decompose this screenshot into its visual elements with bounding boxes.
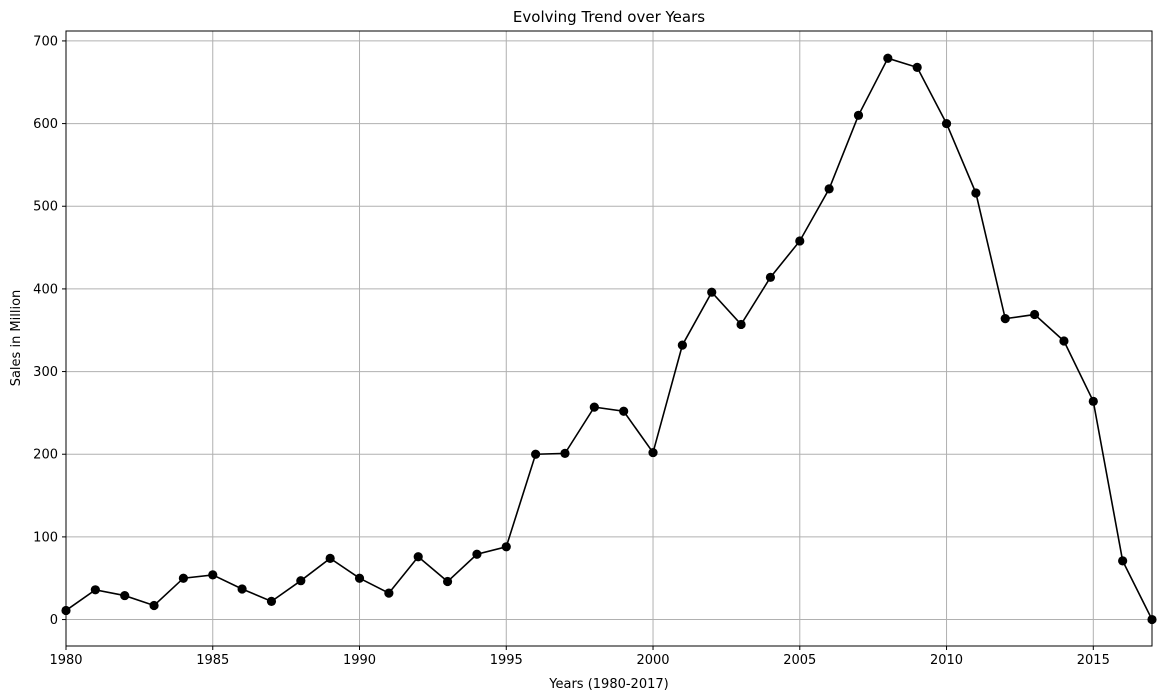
data-point — [442, 576, 453, 587]
data-point — [824, 184, 834, 194]
data-point — [384, 588, 394, 598]
data-point — [120, 590, 130, 601]
data-point — [589, 402, 599, 412]
y-tick-label: 600 — [33, 117, 58, 132]
data-point — [237, 584, 247, 594]
data-point — [1088, 396, 1098, 406]
x-axis-label: Years (1980-2017) — [548, 677, 668, 692]
data-point — [266, 596, 277, 606]
data-point — [1029, 309, 1040, 320]
data-point — [413, 552, 423, 562]
data-point — [707, 287, 717, 297]
data-point — [853, 110, 864, 120]
data-point — [1059, 336, 1069, 346]
x-tick-label: 2015 — [1077, 653, 1110, 668]
data-point — [736, 319, 746, 330]
data-point — [795, 236, 805, 246]
data-point — [648, 447, 658, 458]
data-point — [296, 576, 306, 586]
x-tick-label: 2010 — [930, 653, 963, 668]
y-tick-label: 700 — [33, 34, 58, 49]
data-point — [90, 585, 100, 595]
data-point — [531, 449, 541, 459]
plot-frame — [65, 30, 1153, 647]
y-axis-label: Sales in Million — [9, 290, 24, 387]
x-tick-label: 2000 — [636, 653, 669, 668]
plot-border — [65, 30, 1153, 647]
data-point — [149, 600, 159, 611]
y-tick-label: 100 — [33, 530, 58, 545]
data-point — [501, 542, 511, 552]
data-point — [178, 573, 189, 583]
data-point — [941, 118, 952, 129]
data-point — [208, 570, 218, 580]
data-point — [1118, 556, 1128, 566]
data-point — [354, 573, 365, 583]
data-point — [883, 53, 893, 63]
data-point — [472, 549, 482, 559]
y-tick-label: 400 — [33, 282, 58, 297]
chart-title: Evolving Trend over Years — [513, 8, 705, 26]
data-point — [912, 62, 922, 72]
data-point — [325, 553, 335, 563]
data-point — [765, 272, 776, 282]
data-point — [560, 448, 570, 458]
data-point — [1000, 314, 1010, 324]
y-tick-label: 200 — [33, 448, 58, 463]
data-point — [619, 406, 629, 416]
x-tick-label: 2005 — [783, 653, 816, 668]
tick-group: 1980 1985 1990 1995 2000 2005 2010 2015 0 100 200 3… — [33, 34, 1110, 668]
series-group — [61, 53, 1157, 625]
series-line — [65, 57, 1153, 620]
data-point — [971, 188, 981, 198]
data-point — [677, 340, 687, 350]
x-tick-label: 1990 — [343, 653, 376, 668]
x-tick-label: 1985 — [196, 653, 229, 668]
y-tick-label: 0 — [50, 613, 58, 628]
y-tick-label: 300 — [33, 365, 58, 380]
y-tick-label: 500 — [33, 200, 58, 215]
x-tick-label: 1995 — [490, 653, 523, 668]
x-tick-label: 1980 — [49, 653, 82, 668]
grid-lines — [65, 31, 1152, 646]
